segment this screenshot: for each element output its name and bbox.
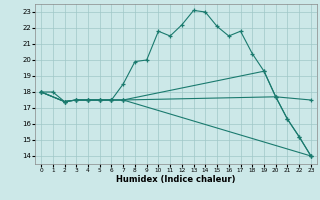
- X-axis label: Humidex (Indice chaleur): Humidex (Indice chaleur): [116, 175, 236, 184]
